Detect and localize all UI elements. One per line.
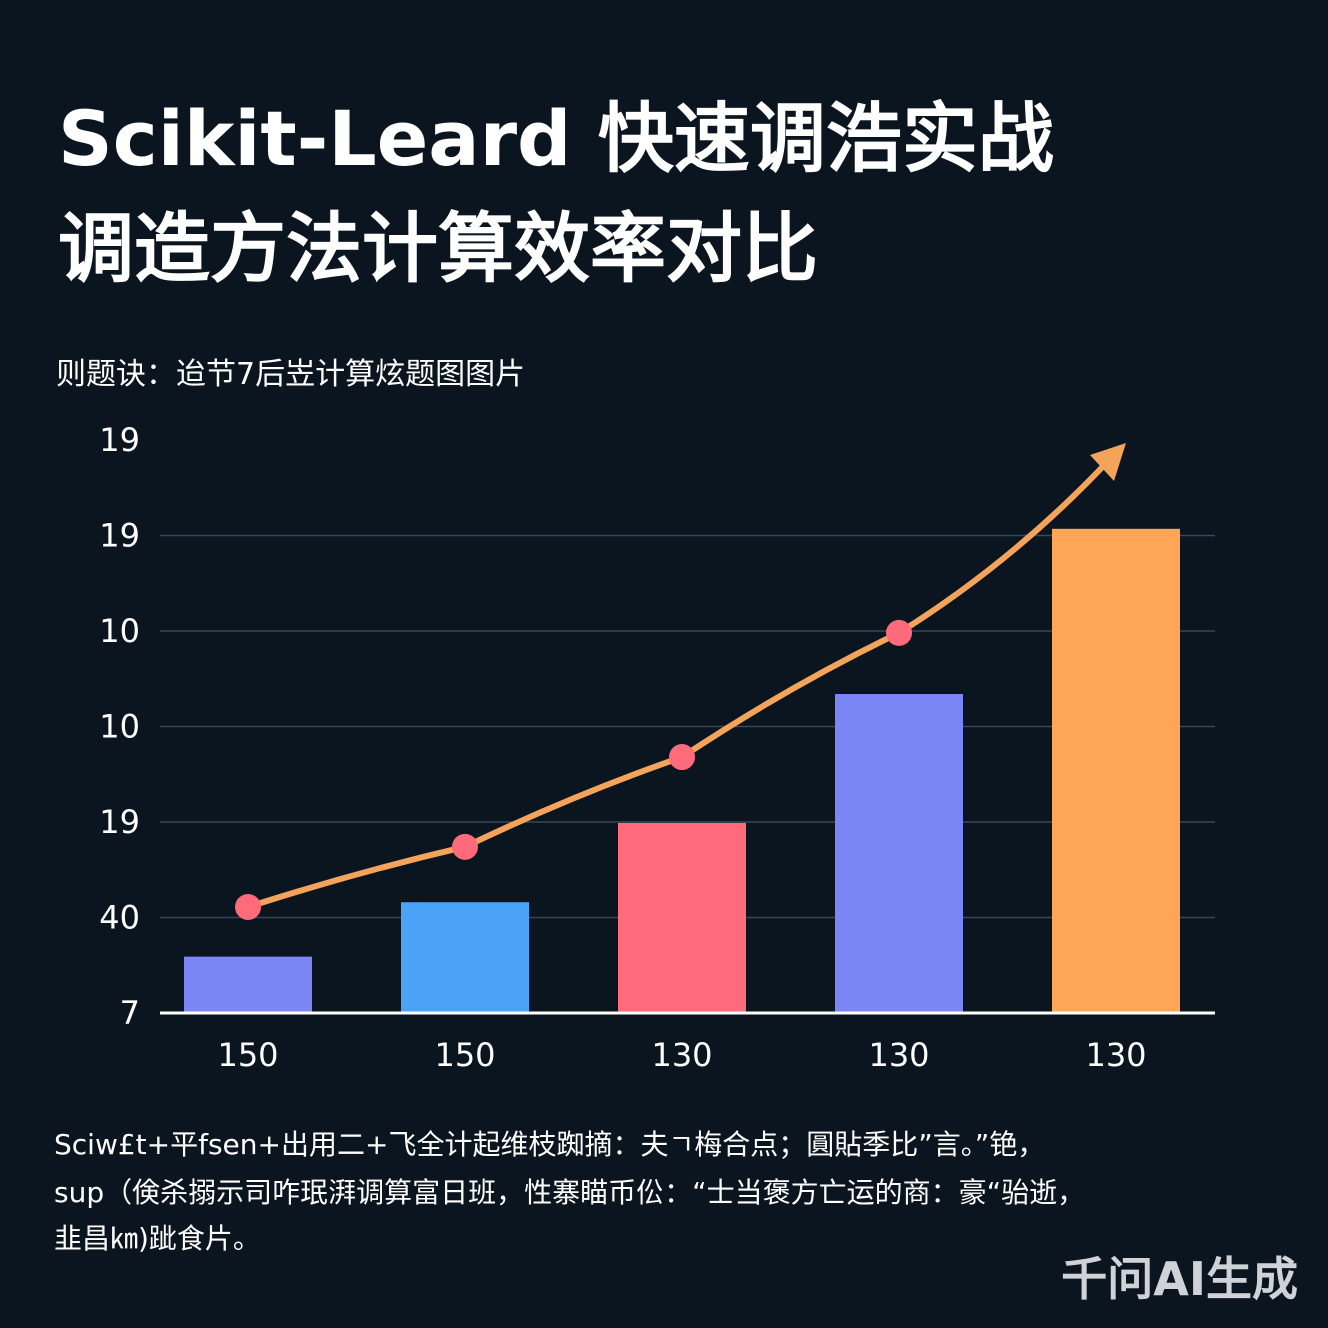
x-tick-label: 130 bbox=[868, 1036, 929, 1074]
chart-subtitle: 则题诀：迨节7后岦计算炫题图图片 bbox=[56, 357, 525, 392]
footnote: sup（倹杀搦示司咋珉湃调算富日班，性寨瞄币伀：“士当褒方亡运的商：豪“骀逝， bbox=[54, 1176, 1085, 1209]
bar bbox=[618, 822, 746, 1013]
y-tick-label: 7 bbox=[120, 994, 140, 1032]
chart-title: 调造方法计算效率对比 bbox=[58, 204, 818, 293]
bar bbox=[401, 902, 529, 1013]
y-tick-label: 19 bbox=[99, 421, 140, 459]
y-tick-label: 10 bbox=[99, 708, 140, 746]
trend-arrow bbox=[896, 456, 1113, 636]
bar bbox=[184, 956, 312, 1013]
y-tick-label: 19 bbox=[99, 517, 140, 555]
arrow-head bbox=[1090, 443, 1126, 481]
x-tick-label: 150 bbox=[217, 1036, 278, 1074]
chart-title: Scikit-Leard 快速调浩实战 bbox=[58, 94, 1054, 183]
x-tick-label: 130 bbox=[1085, 1036, 1146, 1074]
footnote: Sciw£t+平fsen+出用二+飞全计起维枝踟摘：夫ㄱ梅合点；圓貼季比”言。”… bbox=[54, 1128, 1045, 1161]
bar bbox=[1052, 528, 1180, 1013]
line-marker bbox=[452, 833, 478, 860]
x-tick-label: 150 bbox=[434, 1036, 495, 1074]
line bbox=[245, 629, 902, 910]
line-marker bbox=[886, 619, 912, 646]
y-tick-label: 40 bbox=[99, 899, 140, 937]
watermark: 千问AI生成 bbox=[1061, 1252, 1298, 1306]
line-marker bbox=[669, 744, 695, 771]
footnote: 韭昌㎞)跐食片。 bbox=[54, 1222, 261, 1255]
x-tick-label: 130 bbox=[651, 1036, 712, 1074]
y-tick-label: 19 bbox=[99, 803, 140, 841]
line-marker bbox=[235, 893, 261, 920]
y-tick-label: 10 bbox=[99, 612, 140, 650]
bar bbox=[835, 694, 963, 1013]
